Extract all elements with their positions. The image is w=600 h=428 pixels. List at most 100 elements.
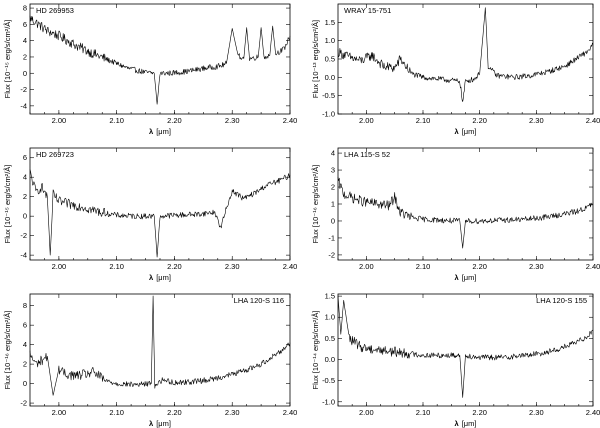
- y-tick-label: 4: [23, 340, 27, 349]
- object-label: WRAY 15-751: [344, 6, 391, 15]
- x-tick-label: 2.40: [586, 262, 600, 271]
- spectrum-panel-1: 2.00 2.10 2.20 2.30 2.40 -4 -2 0 2 4 6 8 λ [μm] Flux […: [3, 4, 297, 136]
- x-tick-label: 2.00: [359, 262, 374, 271]
- x-axis-symbol: λ: [149, 127, 154, 136]
- x-tick-label: 2.30: [529, 262, 544, 271]
- x-axis-symbol: λ: [149, 419, 154, 428]
- y-axis-label: Flux [10⁻¹⁶ erg/s/cm²/Å]: [311, 165, 320, 244]
- x-tick-label: 2.20: [167, 116, 182, 125]
- plot-frame: [29, 293, 291, 407]
- y-tick-label: -1.0: [322, 397, 335, 406]
- y-axis-label: Flux [10⁻¹⁴ erg/s/cm²/Å]: [311, 311, 320, 390]
- spectrum-panel-6: 2.00 2.10 2.20 2.30 2.40 -1.0 -0.5 0.0 0.5 1.0 1.5…: [311, 292, 600, 428]
- x-tick-label: 2.00: [52, 116, 67, 125]
- spectrum-line: [337, 296, 594, 398]
- spectrum-line: [337, 176, 594, 249]
- object-label: LHA 120-S 116: [234, 296, 284, 305]
- x-tick-label: 2.40: [586, 408, 600, 417]
- plot-frame: [29, 147, 291, 261]
- y-tick-label: 2: [23, 192, 27, 201]
- y-axis-label: Flux [10⁻¹³ erg/s/cm²/Å]: [311, 20, 320, 98]
- x-tick-label: 2.10: [416, 262, 431, 271]
- x-tick-label: 2.30: [529, 408, 544, 417]
- y-tick-label: 1.5: [325, 18, 335, 27]
- y-tick-label: 4: [23, 173, 27, 182]
- y-tick-label: 1.5: [325, 292, 335, 301]
- x-axis-label: λ [μm]: [149, 419, 171, 428]
- y-tick-label: -2: [328, 250, 335, 259]
- x-axis-unit: [μm]: [156, 419, 171, 428]
- y-tick-label: 0: [23, 69, 27, 78]
- x-axis-symbol: λ: [455, 127, 460, 136]
- x-tick-label: 2.10: [416, 408, 431, 417]
- y-tick-label: 0.0: [325, 73, 335, 82]
- x-axis-label: λ [μm]: [455, 127, 477, 136]
- y-axis-label: Flux [10⁻¹⁶ erg/s/cm²/Å]: [3, 311, 12, 390]
- x-tick-label: 2.20: [167, 262, 182, 271]
- y-axis-label: Flux [10⁻¹⁵ erg/s/cm²/Å]: [3, 20, 12, 99]
- y-tick-label: 4: [331, 149, 335, 158]
- y-tick-label: -2: [20, 399, 27, 408]
- plot-frame: [337, 3, 594, 115]
- y-tick-label: 6: [23, 153, 27, 162]
- x-tick-label: 2.40: [283, 116, 298, 125]
- y-tick-label: 4: [23, 36, 27, 45]
- y-tick-label: -0.5: [322, 91, 335, 100]
- y-tick-label: 2: [331, 183, 335, 192]
- x-tick-label: 2.30: [225, 408, 240, 417]
- x-tick-label: 2.10: [109, 116, 124, 125]
- x-tick-label: 2.40: [586, 116, 600, 125]
- x-axis-symbol: λ: [455, 419, 460, 428]
- y-tick-label: 2: [23, 360, 27, 369]
- y-tick-label: 2: [23, 52, 27, 61]
- spectrum-panel-5: 2.00 2.10 2.20 2.30 2.40 -2 0 2 4 6 8 λ [μm] Flux [10…: [3, 293, 298, 428]
- y-tick-label: 8: [23, 4, 27, 13]
- y-tick-label: 6: [23, 20, 27, 29]
- y-tick-label: -1.0: [322, 110, 335, 119]
- y-tick-label: -2: [20, 85, 27, 94]
- plot-frame: [337, 147, 594, 261]
- y-tick-label: -2: [20, 231, 27, 240]
- y-tick-label: 0.0: [325, 355, 335, 364]
- x-tick-label: 2.00: [52, 262, 67, 271]
- y-tick-label: -4: [20, 101, 27, 110]
- y-tick-label: 8: [23, 301, 27, 310]
- x-axis-unit: [μm]: [462, 273, 477, 282]
- y-tick-label: 1: [331, 200, 335, 209]
- x-tick-label: 2.00: [52, 408, 67, 417]
- x-tick-label: 2.00: [359, 408, 374, 417]
- x-axis-symbol: λ: [149, 273, 154, 282]
- x-axis-unit: [μm]: [462, 419, 477, 428]
- x-axis-symbol: λ: [455, 273, 460, 282]
- y-tick-label: 3: [331, 166, 335, 175]
- y-tick-label: 1.0: [325, 313, 335, 322]
- x-tick-label: 2.30: [225, 262, 240, 271]
- x-axis-label: λ [μm]: [149, 127, 171, 136]
- x-tick-label: 2.00: [359, 116, 374, 125]
- y-tick-label: 0.5: [325, 334, 335, 343]
- spectrum-panel-3: 2.00 2.10 2.20 2.30 2.40 -4 -2 0 2 4 6 λ [μm] Flux [1…: [3, 147, 297, 282]
- plot-frame: [29, 3, 291, 115]
- x-tick-label: 2.40: [283, 408, 298, 417]
- x-tick-label: 2.10: [109, 408, 124, 417]
- x-tick-label: 2.20: [167, 408, 182, 417]
- x-tick-label: 2.20: [472, 408, 487, 417]
- x-tick-label: 2.30: [225, 116, 240, 125]
- spectrum-line: [29, 295, 291, 396]
- y-tick-label: 0: [23, 212, 27, 221]
- y-tick-label: 6: [23, 321, 27, 330]
- x-axis-label: λ [μm]: [455, 273, 477, 282]
- object-label: LHA 120-S 155: [536, 296, 587, 305]
- x-axis-label: λ [μm]: [149, 273, 171, 282]
- x-tick-label: 2.10: [416, 116, 431, 125]
- object-label: HD 269953: [36, 6, 74, 15]
- x-axis-unit: [μm]: [156, 273, 171, 282]
- y-tick-label: 0.5: [325, 55, 335, 64]
- y-tick-label: -1: [328, 233, 335, 242]
- spectrum-line: [29, 169, 291, 258]
- x-axis-label: λ [μm]: [455, 419, 477, 428]
- object-label: LHA 115-S 52: [344, 150, 390, 159]
- y-tick-label: 0: [23, 379, 27, 388]
- y-tick-label: -0.5: [322, 376, 335, 385]
